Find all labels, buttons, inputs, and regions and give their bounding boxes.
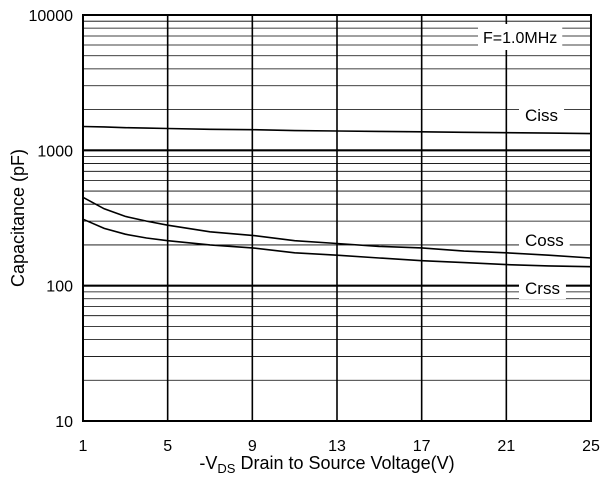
y-tick-label: 100 — [46, 279, 73, 296]
series-label-background — [519, 277, 566, 299]
series-line-crss — [82, 218, 592, 268]
series-label-background — [519, 104, 565, 126]
y-axis-title: Capacitance (pF) — [8, 149, 28, 287]
series-label-ciss: Ciss — [525, 106, 558, 125]
series-label-coss: Coss — [525, 231, 564, 250]
x-tick-label: 25 — [582, 438, 600, 455]
x-tick-label: 5 — [163, 438, 172, 455]
x-axis-title-subscript: DS — [217, 461, 235, 476]
x-tick-label: 17 — [413, 438, 431, 455]
x-tick-label: 9 — [248, 438, 257, 455]
x-axis-title-rest: Drain to Source Voltage(V) — [235, 453, 454, 473]
series-lines — [82, 125, 592, 268]
x-tick-label: 21 — [497, 438, 515, 455]
annotation-background — [478, 24, 563, 50]
label-backgrounds — [478, 24, 570, 299]
x-tick-label: 1 — [79, 438, 88, 455]
series-line-coss — [82, 196, 592, 259]
plot-frame — [82, 14, 592, 422]
labels: 1 5 9 13 17 21 25 10 100 1000 10000 Ciss Coss Crss — [29, 8, 601, 455]
y-tick-label: 1000 — [37, 143, 73, 160]
x-tick-label: 13 — [328, 438, 346, 455]
series-line-ciss — [82, 125, 592, 135]
y-tick-label: 10 — [55, 414, 73, 431]
series-label-crss: Crss — [525, 279, 560, 298]
x-axis-title-prefix: -V — [199, 453, 217, 473]
series-label-background — [519, 229, 570, 251]
x-axis-title: -VDS Drain to Source Voltage(V) — [199, 453, 454, 476]
y-tick-label: 10000 — [29, 8, 74, 25]
frequency-annotation: F=1.0MHz — [483, 30, 557, 47]
grid — [82, 14, 592, 422]
